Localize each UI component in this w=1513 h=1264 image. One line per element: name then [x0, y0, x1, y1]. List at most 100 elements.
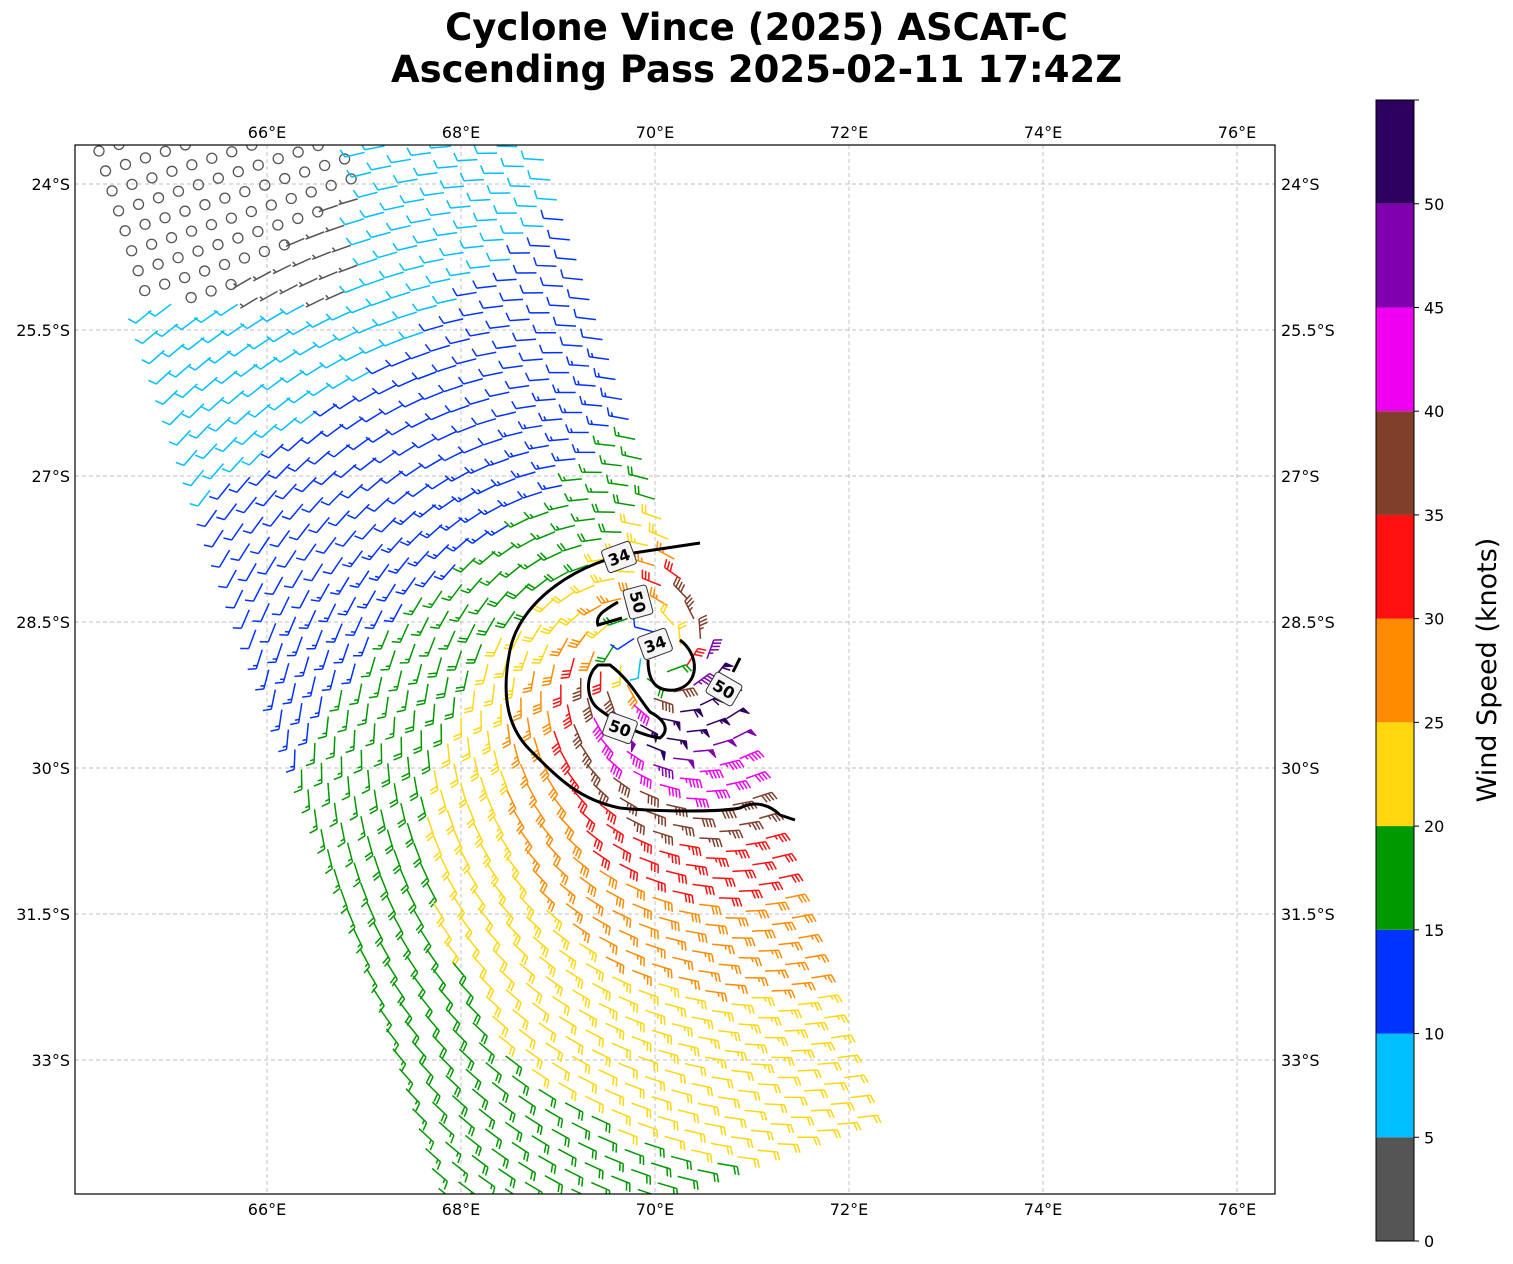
- wind-barb: [791, 1049, 816, 1059]
- wind-barb: [483, 684, 496, 707]
- barb-staff: [704, 1056, 727, 1069]
- barb-staff: [444, 697, 456, 721]
- wind-barb: [460, 577, 483, 594]
- barb-staff: [560, 269, 583, 281]
- barb-staff: [531, 644, 549, 664]
- barb-staff: [384, 829, 394, 855]
- barb-staff: [451, 356, 477, 365]
- barb-staff: [392, 849, 402, 875]
- barb-staff: [530, 461, 556, 470]
- wind-barb: [725, 983, 749, 995]
- barb-staff: [286, 324, 311, 336]
- wind-barb: [319, 423, 344, 438]
- wind-barb: [585, 415, 609, 427]
- wind-barb: [612, 909, 632, 928]
- barb-staff: [203, 529, 224, 548]
- wind-barb: [424, 477, 450, 490]
- wind-barb: [435, 677, 449, 700]
- barb-staff: [693, 672, 718, 686]
- wind-barb: [459, 172, 484, 182]
- wind-barb: [305, 297, 325, 308]
- barb-staff: [719, 829, 744, 839]
- barb-staff: [758, 881, 784, 891]
- wind-barb: [556, 542, 582, 552]
- barb-staff: [431, 295, 457, 304]
- barb-staff: [558, 404, 583, 414]
- wind-barb: [392, 981, 406, 1007]
- wind-barb: [536, 551, 562, 561]
- wind-barb: [352, 457, 377, 471]
- wind-barb: [388, 670, 403, 692]
- barb-staff: [352, 390, 377, 403]
- wind-barb: [499, 902, 514, 927]
- wind-barb: [252, 603, 270, 623]
- wind-barb: [717, 1096, 741, 1109]
- barb-staff: [506, 790, 517, 816]
- wind-barb: [490, 750, 500, 776]
- wind-barb: [512, 264, 537, 274]
- gridlines: [75, 145, 1275, 1194]
- wind-barb: [262, 689, 277, 712]
- calm-circle: [139, 284, 151, 297]
- barb-flag: [700, 729, 710, 738]
- wind-barb: [237, 563, 257, 582]
- wind-barb: [551, 1196, 569, 1214]
- wind-barb: [686, 728, 710, 738]
- barb-staff: [148, 369, 172, 385]
- barb-staff: [244, 583, 264, 602]
- barb-staff: [481, 730, 491, 756]
- barb-staff: [418, 391, 444, 401]
- barb-staff: [398, 262, 424, 272]
- colorbar-tick-label: 50: [1424, 195, 1444, 214]
- barb-staff: [591, 1115, 611, 1134]
- barb-staff: [255, 490, 277, 507]
- wind-barb: [685, 863, 709, 876]
- wind-barb: [658, 1049, 680, 1065]
- barb-staff: [599, 737, 614, 762]
- wind-barb: [399, 643, 416, 664]
- wind-barb: [797, 1069, 822, 1079]
- wind-barb: [159, 212, 171, 224]
- wind-barb: [312, 337, 338, 349]
- barb-staff: [605, 956, 625, 975]
- wind-barb: [543, 571, 569, 583]
- barb-staff: [752, 791, 778, 803]
- wind-barb: [493, 816, 504, 842]
- barb-staff: [181, 403, 205, 419]
- barb-staff: [452, 962, 467, 986]
- wind-barb: [386, 154, 412, 164]
- barb-staff: [378, 404, 404, 416]
- barb-staff: [658, 1049, 680, 1065]
- wind-barb: [705, 989, 728, 1003]
- wind-barb: [651, 1095, 672, 1112]
- barb-staff: [712, 943, 735, 955]
- barb-staff: [612, 777, 631, 798]
- wind-barb: [537, 412, 563, 422]
- barb-staff: [765, 901, 790, 911]
- colorbar-tick-label: 45: [1424, 298, 1444, 317]
- wind-barb: [113, 145, 125, 151]
- barb-staff: [425, 1147, 442, 1171]
- wind-barb: [345, 729, 356, 754]
- barb-staff: [412, 975, 426, 1000]
- barb-staff: [576, 533, 602, 543]
- wind-barb: [317, 829, 326, 855]
- wind-barb: [551, 1062, 571, 1082]
- wind-barb: [578, 942, 598, 963]
- barb-staff: [342, 550, 363, 568]
- wind-barb: [626, 532, 649, 547]
- barb-staff: [476, 617, 496, 636]
- wind-barb: [378, 270, 404, 279]
- barb-staff: [664, 1135, 686, 1151]
- barb-staff: [537, 1155, 557, 1175]
- wind-barb: [201, 396, 225, 412]
- barb-staff: [532, 1002, 550, 1024]
- calm-circle: [126, 178, 138, 191]
- wind-barb: [180, 336, 205, 351]
- barb-staff: [445, 267, 471, 277]
- calm-circle: [305, 186, 317, 198]
- barb-staff: [345, 370, 371, 382]
- x-tick-label-top: 76°E: [1218, 123, 1256, 142]
- barb-staff: [358, 344, 384, 354]
- wind-barb: [179, 205, 191, 217]
